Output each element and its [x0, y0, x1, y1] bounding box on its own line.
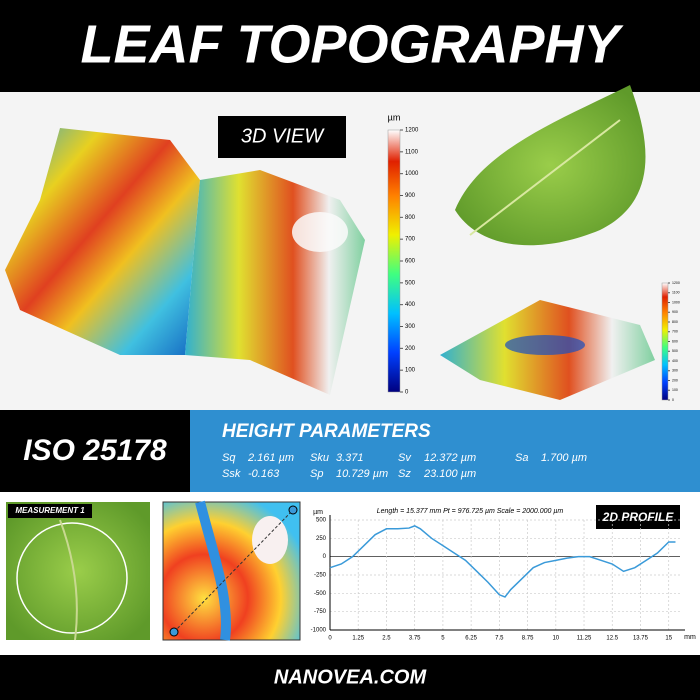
x-tick-label: 6.25 — [465, 636, 477, 642]
colorbar-tick-label: 300 — [405, 324, 416, 330]
y-tick-label: -1000 — [311, 628, 327, 634]
chart-subtitle: Length = 15.377 mm Pt = 976.725 µm Scale… — [377, 508, 564, 515]
colorbar-tick-label: 800 — [405, 215, 416, 221]
footer: NANOVEA.COM — [274, 666, 428, 688]
parameter-name: Sq — [222, 452, 236, 464]
x-tick-label: 5 — [441, 636, 445, 642]
x-tick-label: 8.75 — [522, 636, 534, 642]
parameter-name: Ssk — [222, 468, 241, 480]
parameter-value: 10.729 µm — [336, 468, 388, 480]
small-colorbar-tick-label: 1100 — [672, 291, 680, 295]
colorbar-tick-label: 500 — [405, 280, 416, 286]
colorbar-tick-label: 100 — [405, 368, 416, 374]
header-bar — [0, 0, 700, 92]
x-tick-label: 13.75 — [633, 636, 649, 642]
x-tick-label: 1.25 — [352, 636, 364, 642]
standard-box — [0, 410, 190, 492]
small-colorbar-tick-label: 200 — [672, 378, 678, 382]
parameter-name: Sa — [515, 452, 528, 464]
small-colorbar-tick-label: 900 — [672, 310, 678, 314]
measurement-label-box — [8, 504, 92, 518]
small-colorbar-tick-label: 400 — [672, 359, 678, 363]
colorbar-tick-label: 700 — [405, 237, 416, 243]
x-tick-label: 11.25 — [577, 636, 592, 642]
y-axis-label: µm — [313, 509, 323, 516]
footer-bar — [0, 655, 700, 700]
colorbar-tick-label: 400 — [405, 302, 416, 308]
x-tick-label: 10 — [552, 636, 559, 642]
profile-end — [288, 505, 298, 515]
parameter-name: Sku — [310, 452, 329, 464]
colorbar-tick-label: 1100 — [405, 149, 419, 155]
parameter-value: 2.161 µm — [247, 452, 294, 464]
leaf-vein — [469, 119, 621, 236]
chart-title-box — [596, 505, 680, 529]
small-colorbar-tick-label: 800 — [672, 320, 678, 324]
y-tick-label: -250 — [314, 573, 327, 579]
title: LEAF TOPOGRAPHY — [80, 14, 624, 74]
profile-line — [329, 525, 676, 598]
y-tick-label: 250 — [316, 536, 327, 542]
parameter-name: Sv — [398, 452, 412, 464]
small-colorbar-tick-label: 600 — [672, 339, 678, 343]
surface-peak — [292, 212, 348, 252]
parameter-name: Sz — [398, 468, 411, 480]
parameter-value: 1.700 µm — [541, 452, 587, 464]
small-colorbar-tick-label: 300 — [672, 369, 678, 373]
small-colorbar-tick-label: 1200 — [672, 281, 680, 285]
y-tick-label: 500 — [316, 518, 327, 524]
x-tick-label: 0 — [328, 636, 332, 642]
x-tick-label: 12.5 — [606, 636, 618, 642]
y-tick-label: 0 — [323, 554, 327, 560]
small-colorbar-tick-label: 0 — [672, 398, 674, 402]
parameter-name: Sp — [310, 468, 323, 480]
heatmap-valley — [195, 500, 231, 641]
standard: ISO 25178 — [23, 434, 167, 467]
chart-title: 2D PROFILE — [602, 510, 675, 524]
parameter-value: 12.372 µm — [424, 452, 476, 464]
profile-start — [169, 627, 179, 637]
small-colorbar-tick-label: 1000 — [672, 300, 680, 304]
profile-path — [173, 509, 294, 633]
colorbar-tick-label: 600 — [405, 259, 416, 265]
photo-vein — [59, 519, 78, 641]
small-colorbar-tick-label: 700 — [672, 330, 678, 334]
small-surface-valley — [505, 335, 585, 355]
x-tick-label: 7.5 — [495, 636, 504, 642]
parameters-title: HEIGHT PARAMETERS — [222, 421, 431, 442]
parameter-value: -0.163 — [248, 468, 280, 480]
x-tick-label: 15 — [665, 636, 672, 642]
colorbar-tick-label: 1200 — [405, 128, 419, 134]
y-tick-label: -750 — [314, 609, 327, 615]
colorbar-tick-label: 200 — [405, 346, 416, 352]
leaf-photo — [455, 85, 646, 246]
colorbar-unit: µm — [388, 112, 401, 122]
colorbar-tick-label: 900 — [405, 193, 416, 199]
surface-left — [5, 128, 200, 355]
measurement-circle — [16, 522, 128, 634]
parameter-value: 3.371 — [336, 452, 364, 464]
small-colorbar-tick-label: 100 — [672, 388, 678, 392]
x-tick-label: 3.75 — [409, 636, 421, 642]
small-colorbar-tick-label: 500 — [672, 349, 678, 353]
small-colorbar — [661, 282, 669, 401]
view-label-box — [218, 116, 346, 158]
colorbar-tick-label: 0 — [405, 390, 409, 396]
view-label: 3D VIEW — [241, 125, 325, 147]
colorbar — [387, 129, 401, 393]
y-tick-label: -500 — [314, 591, 327, 597]
colorbar-tick-label: 1000 — [405, 171, 419, 177]
parameter-value: 23.100 µm — [423, 468, 476, 480]
x-axis-label: mm — [684, 634, 696, 641]
measurement-label: MEASUREMENT 1 — [15, 506, 85, 515]
x-tick-label: 2.5 — [382, 636, 391, 642]
heatmap-peak — [252, 516, 288, 564]
